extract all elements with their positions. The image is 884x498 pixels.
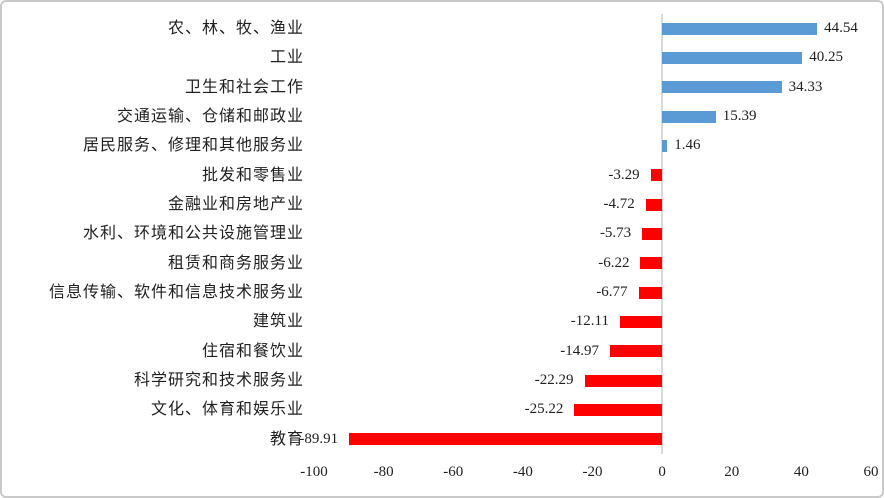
category-label: 批发和零售业 [201,166,304,184]
value-label: -12.11 [570,313,609,330]
bar-positive [662,110,716,123]
bar-negative [610,345,663,358]
value-label: -14.97 [560,342,600,359]
category-label: 交通运输、仓储和邮政业 [116,108,304,125]
bar-positive [662,52,803,64]
category-label: 信息传输、软件和信息技术服务业 [48,284,304,301]
category-label: 金融业和房地产业 [167,196,304,213]
value-label: 40.25 [809,49,843,66]
category-label: 工业 [269,49,304,67]
x-tick-label: 20 [724,464,740,480]
value-label: -6.22 [598,254,630,271]
category-label: 租赁和商务服务业 [167,254,304,272]
zero-axis-line [661,14,664,454]
value-label: -25.22 [524,401,564,418]
category-label: 科学研究和技术服务业 [133,372,304,389]
value-label: -6.77 [596,284,628,300]
category-label: 教育 [269,430,304,448]
bar-negative [574,404,663,416]
bar-negative [650,169,663,182]
value-label: 34.33 [788,78,823,95]
bar-positive [662,81,782,94]
bar-negative [640,257,663,270]
value-label: -4.72 [603,196,635,212]
bar-positive [662,140,668,152]
value-label: 44.54 [824,20,858,36]
value-label: 1.46 [674,137,701,154]
x-tick-label: 0 [658,464,666,480]
x-tick-label: -80 [373,464,394,480]
category-label: 文化、体育和娱乐业 [150,401,304,419]
category-label: 水利、环境和公共设施管理业 [82,225,304,243]
x-tick-label: 40 [793,464,809,480]
bar-negative [645,198,663,211]
bar-positive [662,22,818,35]
category-label: 住宿和餐饮业 [201,342,304,360]
x-tick-label: 60 [863,464,879,480]
x-tick-label: -20 [582,464,603,480]
category-label: 居民服务、修理和其他服务业 [82,137,304,155]
x-tick-label: -100 [300,464,328,480]
value-label: -89.91 [299,430,339,447]
bar-negative [584,374,663,387]
x-tick-label: -60 [443,464,464,480]
bar-negative [619,316,663,328]
value-label: -5.73 [599,225,632,242]
value-label: 15.39 [722,108,757,124]
category-label: 农、林、牧、渔业 [167,20,304,37]
category-label: 建筑业 [252,313,304,331]
category-label: 卫生和社会工作 [184,78,304,96]
value-label: -3.29 [608,166,640,183]
bar-negative [638,286,663,299]
bar-negative [349,433,663,446]
x-tick-label: -40 [512,464,533,480]
value-label: -22.29 [534,372,574,388]
bar-negative [642,228,663,240]
